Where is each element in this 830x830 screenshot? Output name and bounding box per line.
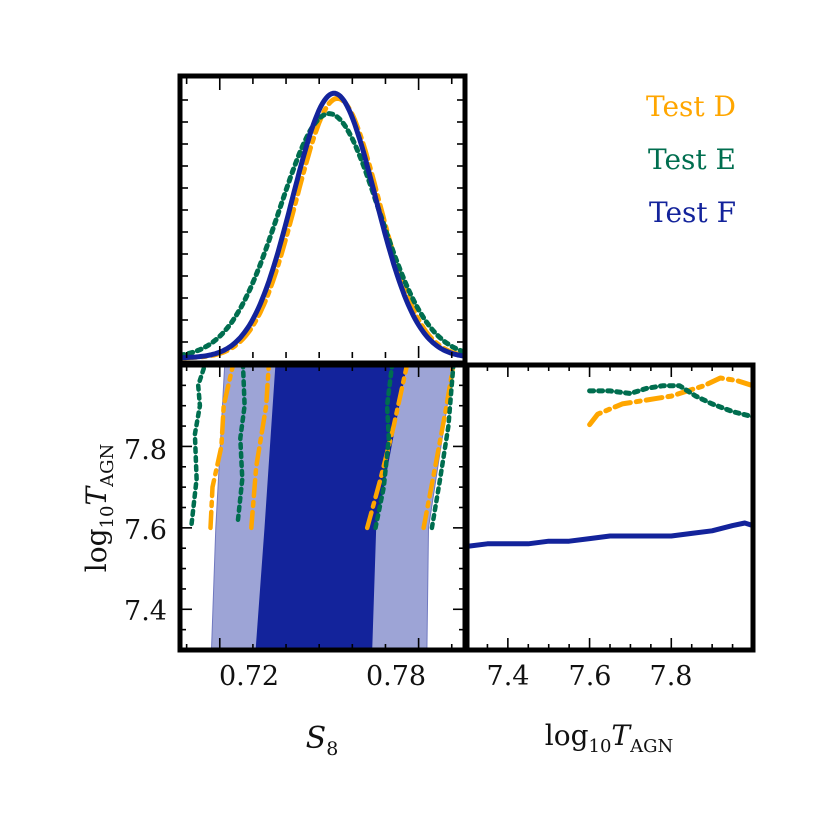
logt-y-t: T [80, 485, 113, 506]
x-tick-label-0.72: 0.72 [219, 661, 279, 692]
s8-sub: 8 [326, 738, 338, 760]
contour-test-e-95-right [429, 365, 456, 531]
contour-x-tick-labels: 0.72 0.78 [219, 661, 426, 692]
logt-x-log: log [545, 719, 589, 752]
marginal-curve-test-e [177, 111, 468, 358]
contour-y-tick-labels: 7.4 7.6 7.8 [124, 435, 167, 627]
contour-marks [189, 365, 456, 650]
logt-x-log-sub: 10 [589, 736, 612, 757]
y-tick-label-7.6: 7.6 [124, 515, 167, 546]
x-tick-label-7.8: 7.8 [650, 661, 693, 692]
profile-line-test-f [464, 520, 756, 549]
legend: Test D Test E Test F [646, 90, 736, 229]
logt-y-axis-label: log10TAGN [80, 444, 118, 572]
s8-vs-logt-contour-panel [189, 365, 456, 650]
contour-test-e-95-left [189, 365, 208, 527]
contour-test-e-68-left [235, 365, 247, 522]
contour-test-d-95-right [421, 365, 456, 531]
profile-frame [464, 362, 756, 653]
x-tick-label-7.4: 7.4 [487, 661, 530, 692]
s8-x-axis-label: S8 [306, 721, 339, 760]
contour-test-e-68-right [373, 365, 395, 531]
y-tick-label-7.8: 7.8 [124, 435, 167, 466]
s8-var: S [306, 721, 327, 756]
x-tick-label-7.6: 7.6 [569, 661, 612, 692]
y-tick-label-7.4: 7.4 [124, 596, 167, 627]
logt-x-t: T [611, 719, 632, 752]
logt-y-agn-sub: AGN [97, 444, 118, 488]
logt-profile-panel [464, 375, 756, 549]
band-test-f-68 [255, 365, 407, 650]
legend-test-e: Test E [648, 143, 736, 176]
marginal-curve-test-f [177, 90, 468, 361]
legend-test-d: Test D [646, 90, 736, 123]
profile-line-test-e [587, 383, 756, 420]
logt-y-log-sub: 10 [97, 506, 118, 529]
logt-x-agn-sub: AGN [629, 736, 673, 757]
tick-marks [180, 78, 754, 651]
legend-test-f: Test F [649, 196, 736, 229]
profile-line-test-d [587, 375, 756, 428]
s8-marginal-panel [177, 90, 468, 361]
x-tick-label-0.78: 0.78 [366, 661, 426, 692]
profile-x-tick-labels: 7.4 7.6 7.8 [487, 661, 693, 692]
contour-test-d-68-left [249, 365, 272, 531]
logt-x-axis-label: log10TAGN [545, 719, 673, 757]
logt-y-log: log [80, 528, 113, 572]
contour-test-d-95-left [208, 365, 236, 531]
